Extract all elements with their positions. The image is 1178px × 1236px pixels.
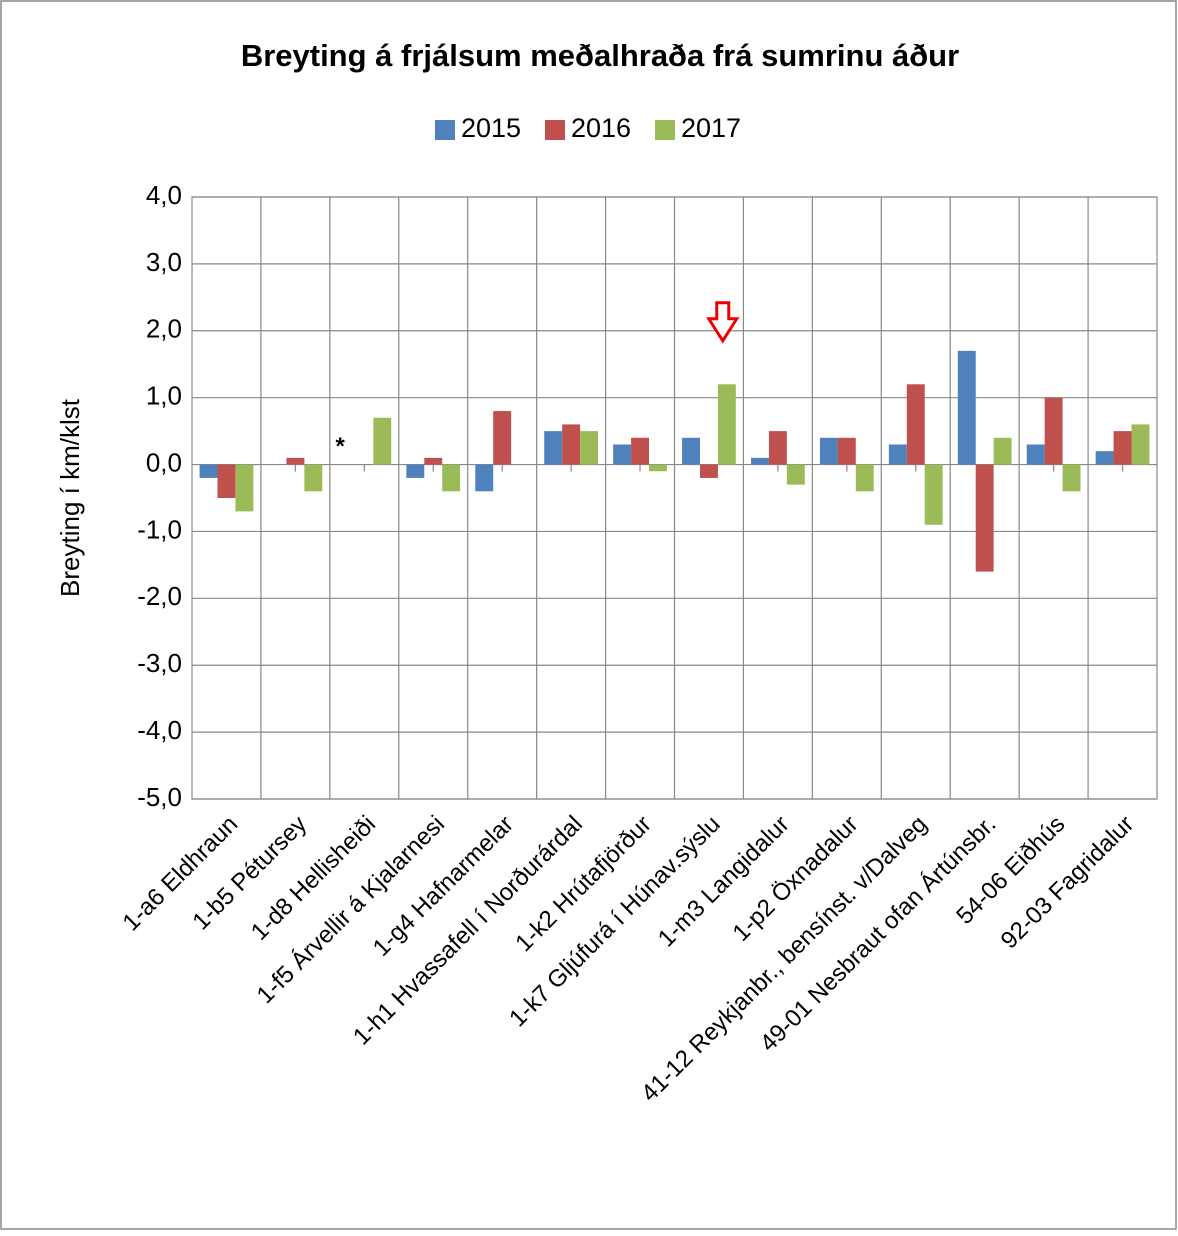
bar (888, 444, 907, 465)
y-tick-label: 1,0 (146, 381, 182, 411)
bar (562, 424, 581, 465)
bar (975, 464, 994, 572)
y-tick-label: -5,0 (137, 782, 182, 812)
bar (631, 437, 649, 465)
bar (613, 444, 632, 465)
bar (993, 437, 1012, 465)
y-axis-label: Breyting í km/klst (55, 398, 85, 597)
bar (819, 437, 838, 465)
legend-swatch (545, 120, 565, 140)
bar (906, 384, 925, 465)
bar (406, 464, 425, 478)
bar (1131, 424, 1150, 465)
bar (1044, 397, 1063, 465)
bar (286, 457, 305, 465)
bar (855, 464, 874, 492)
y-tick-label: 2,0 (146, 314, 182, 344)
bar (424, 457, 443, 465)
bar (493, 411, 512, 465)
legend-swatch (655, 120, 675, 140)
y-tick-label: 3,0 (146, 247, 182, 277)
bar (442, 464, 461, 492)
plot-border (191, 196, 1158, 800)
y-tick-label: -2,0 (137, 581, 182, 611)
bar (837, 437, 856, 465)
y-tick-label: -4,0 (137, 715, 182, 745)
bar (580, 431, 598, 465)
bar (700, 464, 718, 478)
highlight-arrow (706, 301, 740, 344)
bar (235, 464, 254, 512)
bar (1026, 444, 1045, 465)
bar (217, 464, 236, 498)
bar (786, 464, 805, 485)
bar (199, 464, 218, 478)
bar (957, 350, 976, 465)
bar (1113, 431, 1132, 465)
y-tick-label: 4,0 (146, 180, 182, 210)
bar (1062, 464, 1081, 492)
bar (717, 384, 736, 465)
chart-title: Breyting á frjálsum meðalhraða frá sumri… (241, 38, 959, 73)
y-tick-label: -1,0 (137, 514, 182, 544)
legend-swatch (435, 120, 455, 140)
legend-label: 2015 (461, 113, 521, 143)
y-tick-label: 0,0 (146, 447, 182, 477)
bar (304, 464, 323, 492)
bar (768, 431, 787, 465)
bar (475, 464, 494, 492)
bar (544, 431, 563, 465)
legend-label: 2017 (681, 113, 741, 143)
bar (1095, 451, 1114, 465)
bar (373, 417, 392, 465)
bar (648, 464, 667, 472)
y-tick-label: -3,0 (137, 648, 182, 678)
bar (924, 464, 943, 525)
legend-label: 2016 (571, 113, 631, 143)
bar (682, 437, 701, 465)
annotation: * (336, 433, 346, 460)
bar (751, 457, 769, 465)
